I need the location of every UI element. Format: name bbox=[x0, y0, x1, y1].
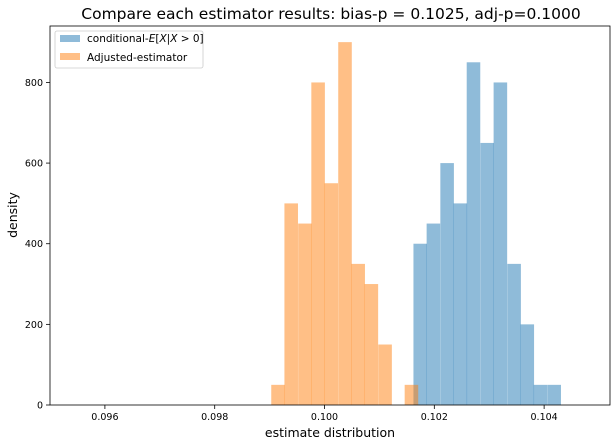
histogram-bar-series-0-bin-6 bbox=[493, 82, 508, 405]
histogram-bar-series-0-bin-3 bbox=[453, 203, 468, 405]
histogram-bar-series-0-bin-0 bbox=[413, 243, 427, 405]
x-axis-label: estimate distribution bbox=[265, 425, 395, 440]
y-axis-label: density bbox=[5, 191, 20, 237]
y-tick-label: 600 bbox=[25, 159, 43, 170]
y-tick-label: 800 bbox=[25, 78, 43, 89]
histogram-bar-series-1-bin-5 bbox=[338, 42, 352, 405]
histogram-bars bbox=[271, 42, 561, 405]
x-tick-label: 0.098 bbox=[201, 412, 228, 423]
x-tick-label: 0.100 bbox=[311, 412, 338, 423]
histogram-bar-series-0-bin-4 bbox=[466, 62, 481, 405]
histogram-bar-series-1-bin-6 bbox=[351, 263, 365, 405]
y-tick-label: 200 bbox=[25, 320, 43, 331]
histogram-bar-series-0-bin-9 bbox=[533, 384, 548, 405]
x-tick-label: 0.096 bbox=[91, 412, 118, 423]
chart-title: Compare each estimator results: bias-p =… bbox=[81, 5, 580, 23]
legend-swatch-conditional bbox=[60, 35, 80, 42]
x-tick-label: 0.104 bbox=[531, 412, 558, 423]
histogram-bar-series-1-bin-7 bbox=[364, 284, 379, 405]
x-axis-ticks: 0.096 0.098 0.100 0.102 0.104 bbox=[91, 405, 558, 423]
histogram-bar-series-0-bin-5 bbox=[480, 142, 494, 405]
histogram-bar-series-1-bin-9 bbox=[404, 384, 419, 405]
histogram-bar-series-1-bin-2 bbox=[298, 223, 312, 405]
histogram-bar-series-0-bin-8 bbox=[520, 324, 535, 405]
legend: conditional-E[X|X > 0] Adjusted-estimato… bbox=[54, 30, 204, 69]
legend-box bbox=[54, 30, 204, 69]
y-tick-label: 0 bbox=[37, 401, 43, 412]
histogram-bar-series-0-bin-7 bbox=[507, 263, 521, 405]
plot-frame bbox=[49, 25, 611, 406]
histogram-bar-series-0-bin-2 bbox=[440, 163, 454, 405]
histogram-bar-series-0-bin-10 bbox=[547, 384, 561, 405]
legend-label-adjusted: Adjusted-estimator bbox=[87, 52, 188, 64]
histogram-bar-series-0-bin-1 bbox=[426, 223, 441, 405]
histogram-bar-series-1-bin-1 bbox=[284, 203, 298, 405]
x-tick-label: 0.102 bbox=[421, 412, 448, 423]
legend-label-conditional: conditional-E[X|X > 0] bbox=[87, 33, 204, 45]
legend-swatch-adjusted bbox=[60, 53, 80, 60]
histogram-bar-series-1-bin-4 bbox=[324, 183, 339, 405]
histogram-bar-series-1-bin-8 bbox=[378, 344, 392, 405]
y-axis-ticks: 0 200 400 600 800 bbox=[25, 78, 50, 412]
histogram-bar-series-1-bin-0 bbox=[271, 384, 285, 405]
histogram-bar-series-1-bin-3 bbox=[311, 82, 325, 405]
y-tick-label: 400 bbox=[25, 239, 43, 250]
